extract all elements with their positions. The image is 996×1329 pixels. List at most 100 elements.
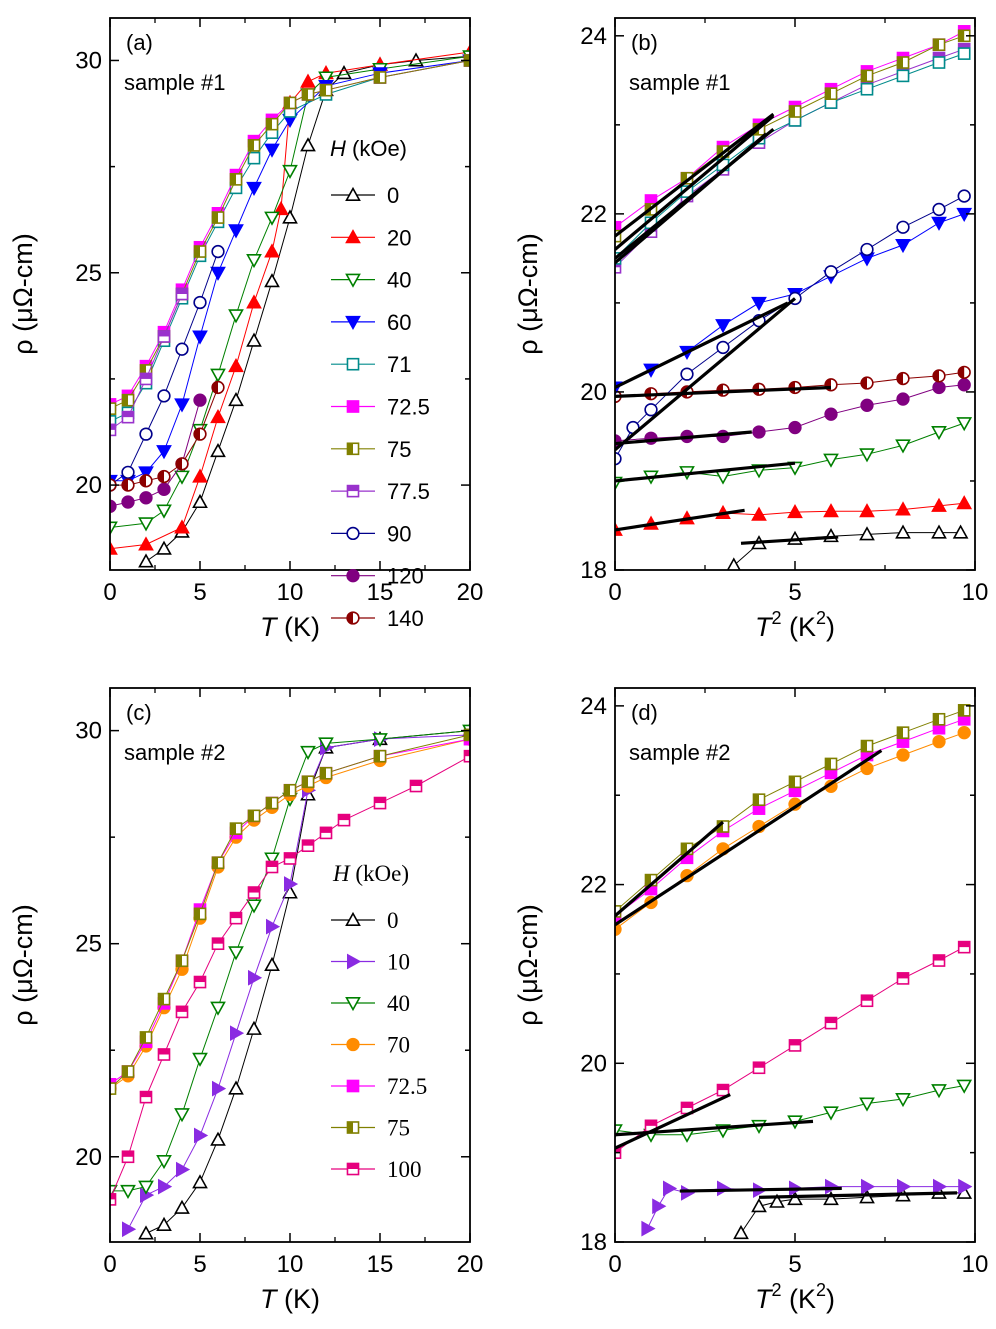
data-point xyxy=(409,779,423,793)
data-point xyxy=(932,380,946,395)
x-tick-label: 0 xyxy=(103,1251,116,1278)
data-point xyxy=(896,1178,912,1195)
data-point xyxy=(932,1178,948,1195)
data-point xyxy=(228,1080,244,1095)
data-point xyxy=(157,469,171,484)
data-point xyxy=(769,1193,785,1208)
data-point xyxy=(121,1150,135,1164)
data-point xyxy=(788,105,802,118)
legend-entry: 140 xyxy=(331,606,424,631)
data-point xyxy=(229,911,243,925)
data-point xyxy=(301,88,315,101)
data-point xyxy=(860,1178,876,1195)
fit-line xyxy=(758,1191,958,1199)
data-point xyxy=(932,56,946,69)
data-point xyxy=(212,1080,227,1097)
series-77_5 xyxy=(110,287,189,437)
data-point xyxy=(751,296,767,312)
data-point xyxy=(192,330,208,345)
plot-area xyxy=(110,722,470,1240)
fit-line xyxy=(615,301,789,389)
legend-label: 0 xyxy=(387,183,399,208)
data-point xyxy=(265,117,279,131)
data-point xyxy=(896,972,910,985)
data-point xyxy=(931,216,947,231)
data-point xyxy=(788,1039,802,1052)
data-point xyxy=(823,503,839,518)
data-point xyxy=(859,503,875,518)
data-point xyxy=(110,415,117,428)
data-point xyxy=(248,969,263,986)
data-point xyxy=(860,739,874,753)
data-point xyxy=(957,940,971,954)
legend-label: 72.5 xyxy=(387,1074,427,1099)
data-point xyxy=(895,439,911,454)
y-tick-label: 25 xyxy=(75,931,102,958)
data-point xyxy=(859,448,875,463)
series-71 xyxy=(110,54,470,428)
data-point xyxy=(787,1190,803,1206)
data-point xyxy=(138,1225,154,1240)
legend-title: H (kOe) xyxy=(330,136,407,161)
series-line xyxy=(615,30,965,228)
data-point xyxy=(319,83,333,97)
data-point xyxy=(662,1180,678,1197)
series-line xyxy=(615,195,965,459)
data-point xyxy=(895,501,911,516)
data-point xyxy=(193,245,207,258)
data-point xyxy=(273,200,289,216)
x-tick-label: 5 xyxy=(193,1251,206,1278)
fit-line xyxy=(615,461,796,483)
data-point xyxy=(110,423,117,437)
series-72_5 xyxy=(615,25,971,234)
data-point xyxy=(110,540,118,555)
legend-title: H (kOe) xyxy=(332,861,409,886)
data-point xyxy=(680,1184,696,1201)
data-point xyxy=(956,1079,973,1094)
data-point xyxy=(121,393,135,407)
x-tick-label: 5 xyxy=(788,579,801,606)
data-point xyxy=(139,372,153,386)
data-point xyxy=(824,407,838,421)
data-point xyxy=(716,1083,730,1097)
legend-entry: 72.5 xyxy=(331,395,430,420)
data-point xyxy=(751,506,767,521)
x-tick-label: 0 xyxy=(608,579,621,606)
y-axis-label: ρ (μΩ-cm) xyxy=(513,233,543,355)
data-point xyxy=(726,557,741,570)
data-point xyxy=(246,332,262,347)
panel-label: (a) xyxy=(126,30,153,55)
plot-area xyxy=(110,43,470,568)
data-point xyxy=(300,745,316,761)
legend-entry: 100 xyxy=(331,1157,422,1182)
legend-label: 90 xyxy=(387,521,411,546)
y-tick-label: 20 xyxy=(580,1050,607,1077)
data-point xyxy=(264,243,280,258)
data-point xyxy=(265,918,281,935)
data-point xyxy=(157,389,171,403)
plot-area xyxy=(615,704,973,1240)
data-point xyxy=(860,994,874,1008)
data-point xyxy=(158,1178,173,1195)
x-axis-label: T2 (K2) xyxy=(755,1280,835,1314)
data-point xyxy=(193,907,207,921)
x-tick-label: 10 xyxy=(277,1251,304,1278)
y-tick-label: 20 xyxy=(75,1144,102,1171)
legend-label: 71 xyxy=(387,352,411,377)
data-point xyxy=(956,495,973,510)
y-axis-label: ρ (μΩ-cm) xyxy=(513,904,543,1026)
data-point xyxy=(896,220,910,234)
data-point xyxy=(860,82,874,96)
data-point xyxy=(174,398,190,413)
data-point xyxy=(210,1001,226,1016)
data-point xyxy=(932,369,946,383)
data-point xyxy=(176,1161,191,1178)
data-point xyxy=(192,1052,208,1067)
legend-label: 10 xyxy=(387,950,410,975)
data-point xyxy=(301,839,315,853)
data-point xyxy=(246,254,262,269)
data-point xyxy=(122,1221,137,1238)
data-point xyxy=(716,383,730,397)
fit-line xyxy=(615,749,883,927)
series-140 xyxy=(110,380,225,492)
